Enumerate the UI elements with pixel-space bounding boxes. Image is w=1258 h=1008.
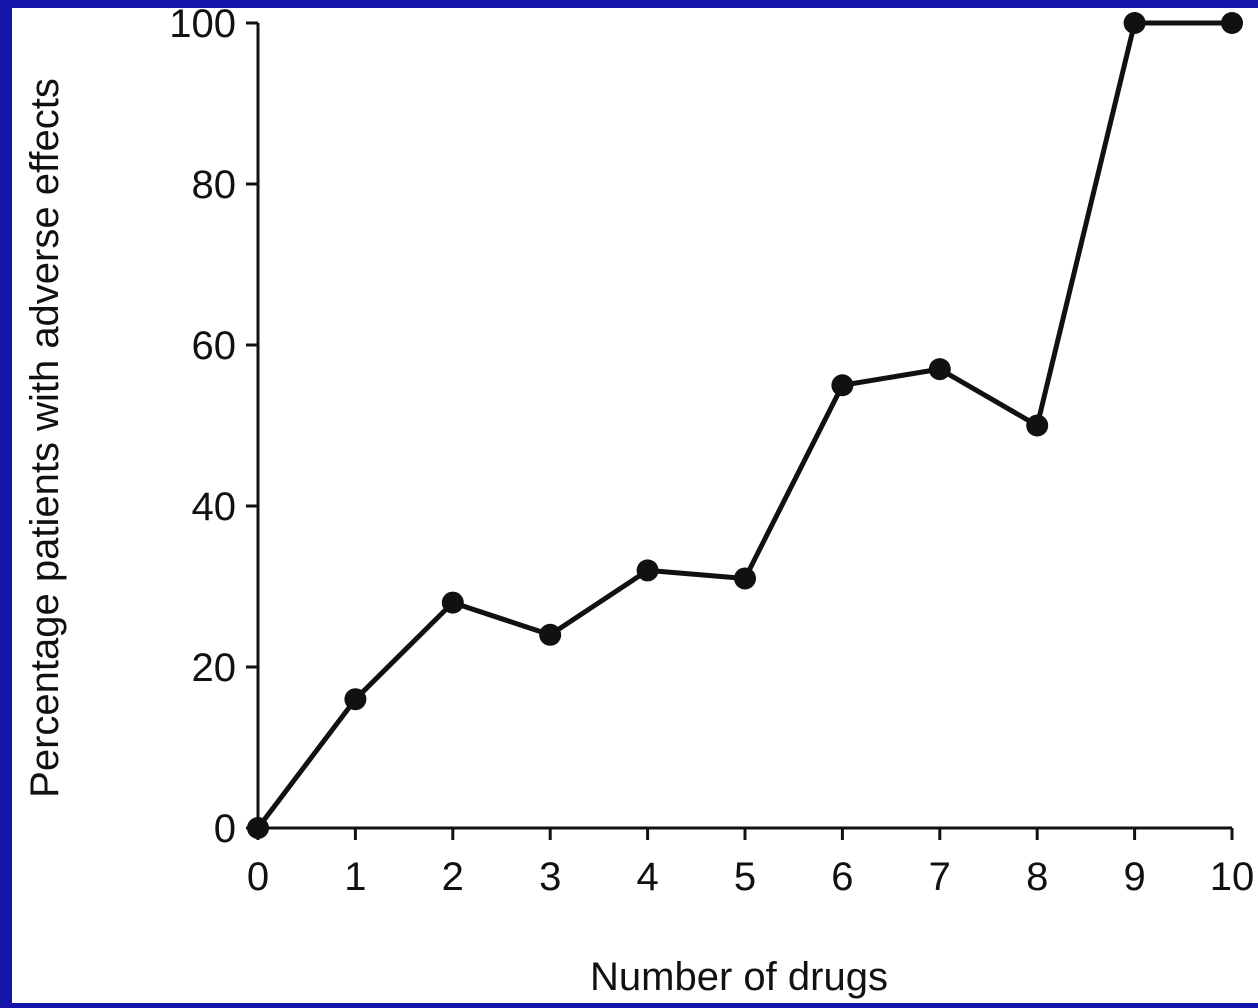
- series: [247, 12, 1243, 839]
- x-tick-label: 10: [1210, 855, 1255, 899]
- x-tick-label: 5: [734, 855, 756, 899]
- series-line: [255, 20, 1235, 831]
- x-tick-label: 8: [1026, 855, 1048, 899]
- data-point: [636, 559, 659, 582]
- data-point: [1123, 12, 1146, 34]
- x-tick-label: 0: [247, 855, 269, 899]
- y-axis: 0 20 40 60 80 100: [169, 2, 260, 851]
- chart-panel: 0 20 40 60 80 100 0 1 2 3 4 5 6 7 8 9 10 Number of drug…: [12, 2, 1258, 1003]
- x-tick-label: 2: [442, 855, 464, 899]
- data-point: [441, 591, 464, 614]
- y-tick-label: 20: [192, 646, 237, 690]
- y-tick-label: 40: [192, 485, 237, 529]
- data-point: [344, 688, 367, 711]
- data-point: [1221, 12, 1243, 34]
- y-axis-label: Percentage patients with adverse effects: [23, 78, 67, 798]
- data-point: [1026, 414, 1049, 437]
- y-tick-label: 100: [169, 8, 236, 46]
- x-tick-label: 7: [929, 855, 951, 899]
- data-point: [247, 817, 269, 839]
- y-tick-label: 0: [214, 807, 236, 851]
- y-tick-label: 60: [192, 324, 237, 368]
- x-tick-label: 6: [831, 855, 853, 899]
- data-point: [831, 374, 854, 397]
- data-point: [734, 567, 756, 590]
- line-chart: 0 20 40 60 80 100 0 1 2 3 4 5 6 7 8 9 10 Number of drug…: [23, 2, 1255, 999]
- x-axis-label: Number of drugs: [590, 955, 888, 999]
- data-point: [928, 358, 951, 381]
- y-tick-label: 80: [192, 163, 237, 207]
- x-tick-label: 4: [636, 855, 658, 899]
- x-axis: 0 1 2 3 4 5 6 7 8 9 10: [247, 826, 1255, 899]
- x-tick-label: 1: [344, 855, 366, 899]
- x-tick-label: 9: [1123, 855, 1145, 899]
- x-tick-label: 3: [539, 855, 561, 899]
- data-point: [539, 623, 562, 646]
